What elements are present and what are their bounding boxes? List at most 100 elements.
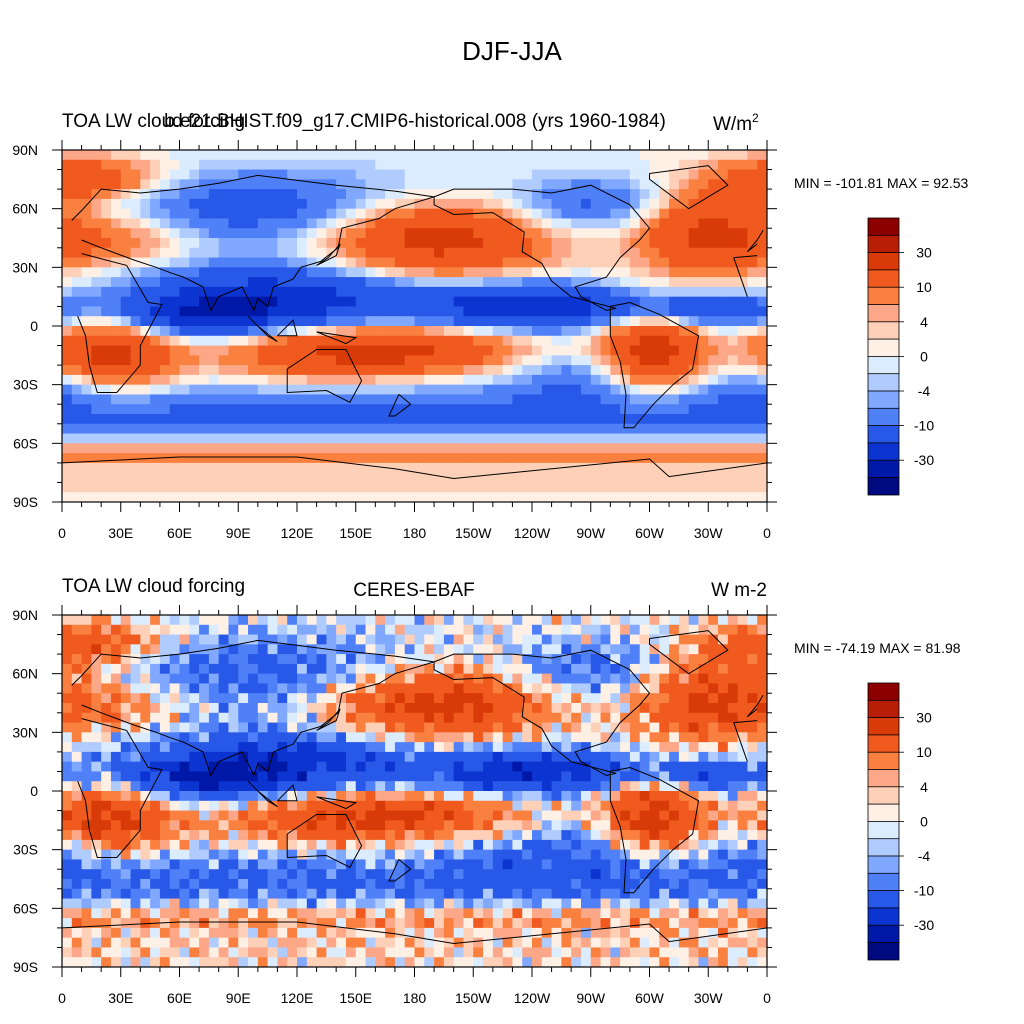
- field-cell: [424, 423, 435, 435]
- field-cell: [443, 673, 455, 685]
- field-cell: [306, 374, 318, 386]
- field-cell: [277, 355, 288, 366]
- field-cell: [394, 712, 406, 724]
- field-cell: [610, 810, 621, 821]
- field-cell: [629, 365, 641, 376]
- field-cell: [698, 781, 709, 792]
- field-cell: [297, 693, 308, 704]
- field-cell: [610, 169, 621, 180]
- field-cell: [620, 179, 631, 190]
- field-cell: [91, 198, 102, 210]
- field-cell: [228, 781, 239, 792]
- field-cell: [541, 849, 553, 861]
- field-cell: [306, 492, 318, 502]
- field-cell: [336, 218, 347, 229]
- field-cell: [404, 888, 416, 900]
- field-cell: [228, 654, 239, 665]
- field-cell: [71, 908, 83, 919]
- field-cell: [757, 722, 767, 733]
- field-cell: [718, 277, 729, 288]
- field-cell: [414, 673, 425, 685]
- y-tick-label: 90N: [12, 142, 38, 158]
- field-cell: [678, 218, 690, 229]
- field-cell: [757, 257, 767, 268]
- field-cell: [532, 326, 543, 337]
- field-cell: [473, 722, 484, 733]
- field-cell: [267, 683, 279, 694]
- field-cell: [708, 800, 719, 812]
- field-cell: [306, 673, 318, 685]
- field-cell: [688, 634, 700, 645]
- field-cell: [159, 800, 171, 812]
- field-cell: [385, 453, 396, 464]
- field-cell: [179, 712, 190, 724]
- field-cell: [541, 908, 553, 919]
- field-cell: [257, 869, 269, 880]
- field-cell: [434, 879, 445, 890]
- field-cell: [71, 443, 83, 454]
- field-cell: [610, 839, 621, 851]
- field-cell: [698, 345, 709, 356]
- field-cell: [345, 247, 357, 259]
- field-cell: [424, 179, 435, 190]
- x-tick-label: 180: [403, 525, 427, 540]
- field-cell: [287, 482, 298, 493]
- field-cell: [306, 355, 318, 366]
- field-cell: [483, 820, 494, 831]
- field-cell: [747, 839, 758, 851]
- field-cell: [306, 306, 318, 317]
- field-cell: [669, 712, 680, 724]
- field-cell: [81, 355, 92, 366]
- field-cell: [590, 644, 602, 655]
- field-cell: [757, 761, 767, 773]
- field-cell: [610, 394, 621, 405]
- field-cell: [688, 722, 700, 733]
- field-cell: [649, 869, 660, 880]
- field-cell: [620, 208, 631, 220]
- field-cell: [306, 189, 318, 200]
- field-cell: [140, 374, 151, 386]
- field-cell: [228, 150, 239, 161]
- field-cell: [532, 365, 543, 376]
- field-cell: [336, 423, 347, 435]
- field-cell: [580, 384, 592, 396]
- field-cell: [316, 169, 327, 180]
- field-cell: [483, 615, 494, 626]
- field-cell: [140, 761, 151, 773]
- field-cell: [297, 820, 308, 831]
- field-cell: [659, 159, 670, 171]
- field-cell: [453, 335, 465, 347]
- field-cell: [208, 306, 220, 317]
- field-cell: [140, 771, 151, 782]
- field-cell: [150, 306, 161, 317]
- field-cell: [62, 384, 73, 396]
- field-cell: [473, 869, 484, 880]
- field-cell: [326, 198, 337, 210]
- field-cell: [678, 316, 690, 327]
- field-cell: [757, 820, 767, 831]
- field-cell: [453, 423, 465, 435]
- field-cell: [502, 355, 514, 366]
- field-cell: [238, 869, 249, 880]
- field-cell: [639, 453, 651, 464]
- field-cell: [639, 286, 651, 298]
- field-cell: [159, 820, 171, 831]
- field-cell: [110, 742, 122, 753]
- field-cell: [629, 830, 641, 841]
- field-cell: [473, 179, 484, 190]
- field-cell: [698, 394, 709, 405]
- field-cell: [463, 761, 474, 773]
- field-cell: [218, 443, 230, 454]
- field-cell: [404, 492, 416, 502]
- field-cell: [365, 453, 376, 464]
- field-cell: [91, 433, 102, 444]
- field-cell: [189, 462, 200, 474]
- field-cell: [199, 345, 210, 356]
- field-cell: [757, 673, 767, 685]
- field-cell: [541, 624, 553, 636]
- field-cell: [669, 869, 680, 880]
- field-cell: [610, 742, 621, 753]
- field-cell: [297, 839, 308, 851]
- field-cell: [238, 492, 249, 502]
- field-cell: [81, 189, 92, 200]
